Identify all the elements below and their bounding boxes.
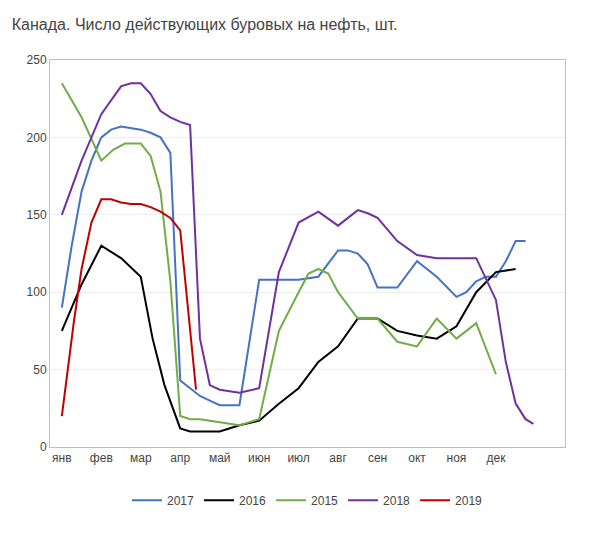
svg-text:мар: мар	[130, 451, 152, 465]
svg-text:сен: сен	[368, 451, 387, 465]
svg-text:дек: дек	[486, 451, 506, 465]
svg-text:май: май	[209, 451, 231, 465]
svg-text:апр: апр	[170, 451, 190, 465]
svg-text:2018: 2018	[383, 494, 410, 508]
svg-text:200: 200	[27, 131, 47, 145]
svg-text:250: 250	[27, 53, 47, 67]
svg-text:июн: июн	[248, 451, 270, 465]
svg-text:2015: 2015	[311, 494, 338, 508]
svg-text:окт: окт	[408, 451, 426, 465]
svg-text:Канада. Число действующих буро: Канада. Число действующих буровых на неф…	[12, 16, 398, 33]
svg-text:фев: фев	[90, 451, 113, 465]
svg-text:июл: июл	[287, 451, 309, 465]
svg-text:150: 150	[27, 208, 47, 222]
svg-text:50: 50	[33, 363, 47, 377]
svg-text:2017: 2017	[167, 494, 194, 508]
svg-text:100: 100	[27, 285, 47, 299]
svg-text:янв: янв	[52, 451, 71, 465]
svg-text:авг: авг	[329, 451, 347, 465]
svg-text:ноя: ноя	[447, 451, 467, 465]
svg-text:2016: 2016	[239, 494, 266, 508]
svg-text:2019: 2019	[455, 494, 482, 508]
svg-text:0: 0	[40, 440, 47, 454]
